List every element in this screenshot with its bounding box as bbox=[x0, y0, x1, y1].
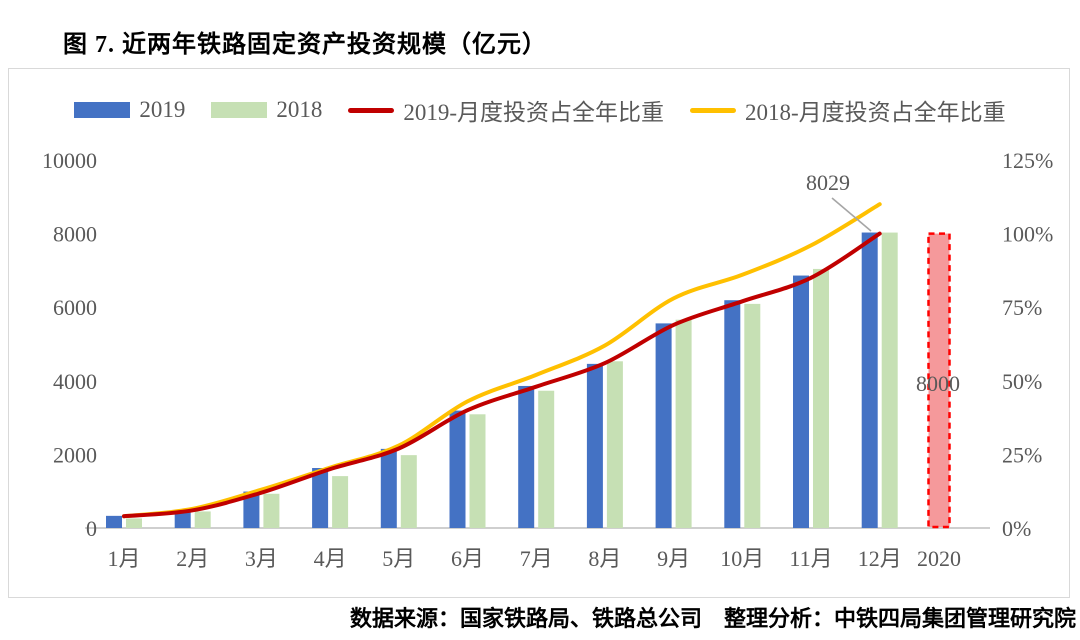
right-axis-tick: 0% bbox=[1002, 516, 1031, 541]
bar-2018-7月 bbox=[538, 390, 555, 528]
bar-2019-9月 bbox=[655, 323, 672, 528]
legend-item-2018-bars: 2018 bbox=[211, 97, 322, 123]
legend-line-2018-icon bbox=[690, 107, 736, 113]
bar-2019-11月 bbox=[793, 275, 809, 528]
left-axis-tick: 8000 bbox=[53, 222, 97, 247]
line-2018-share bbox=[122, 202, 882, 519]
bar-2018-10月 bbox=[744, 303, 761, 528]
left-axis-tick: 0 bbox=[86, 516, 97, 541]
x-tick-10月: 10月 bbox=[720, 546, 764, 571]
legend-label-2019: 2019 bbox=[139, 97, 186, 122]
chart-frame bbox=[8, 68, 1070, 598]
chart-title: 图 7. 近两年铁路固定资产投资规模（亿元） bbox=[63, 32, 547, 58]
bar-2019-7月 bbox=[518, 385, 535, 528]
bar-2020-target bbox=[927, 232, 951, 529]
left-axis-tick: 6000 bbox=[53, 295, 97, 320]
legend-swatch-2018-icon bbox=[211, 102, 268, 118]
legend-item-2018-line: 2018-月度投资占全年比重 bbox=[690, 93, 1006, 127]
legend-label-2018: 2018 bbox=[276, 97, 323, 122]
legend-item-2019-line: 2019-月度投资占全年比重 bbox=[348, 93, 664, 127]
bar-2019-4月 bbox=[312, 468, 329, 528]
bar-2018-3月 bbox=[263, 493, 280, 528]
bar-2019-3月 bbox=[243, 491, 260, 528]
legend-item-2019-bars: 2019 bbox=[74, 97, 185, 123]
target-2020-value-label: 8000 bbox=[916, 371, 960, 396]
bar-2018-2月 bbox=[194, 511, 211, 528]
left-axis-tick: 2000 bbox=[53, 442, 97, 467]
x-tick-11月: 11月 bbox=[789, 546, 832, 571]
bar-2018-6月 bbox=[469, 414, 486, 528]
x-tick-5月: 5月 bbox=[382, 546, 415, 571]
source-note: 数据来源：国家铁路局、铁路总公司 整理分析：中铁四局集团管理研究院 bbox=[349, 606, 1076, 631]
bar-2018-4月 bbox=[332, 476, 349, 528]
line-2019-share bbox=[122, 231, 882, 519]
legend-label-2018-share: 2018-月度投资占全年比重 bbox=[745, 100, 1006, 125]
bar-2019-1月 bbox=[106, 515, 122, 528]
x-tick-9月: 9月 bbox=[657, 546, 690, 571]
x-tick-2月: 2月 bbox=[176, 546, 209, 571]
right-axis-tick: 75% bbox=[1002, 295, 1042, 320]
left-axis-tick: 4000 bbox=[53, 369, 97, 394]
bar-2019-12月 bbox=[861, 232, 878, 528]
bar-2018-12月 bbox=[881, 232, 898, 529]
bar-2018-11月 bbox=[813, 268, 829, 528]
bar-2019-5月 bbox=[380, 448, 397, 528]
bar-2018-5月 bbox=[400, 455, 417, 528]
x-tick-7月: 7月 bbox=[520, 546, 553, 571]
x-tick-3月: 3月 bbox=[245, 546, 278, 571]
bar-2019-6月 bbox=[449, 410, 466, 528]
left-axis-tick: 10000 bbox=[42, 148, 97, 173]
x-tick-4月: 4月 bbox=[314, 546, 347, 571]
legend-swatch-2019-icon bbox=[74, 102, 131, 118]
x-tick-6月: 6月 bbox=[451, 546, 484, 571]
bar-2019-2月 bbox=[174, 510, 191, 528]
bar-2018-8月 bbox=[606, 361, 623, 528]
x-tick-1月: 1月 bbox=[107, 546, 140, 571]
right-axis-tick: 25% bbox=[1002, 442, 1042, 467]
x-tick-12月: 12月 bbox=[858, 546, 902, 571]
bar-2019-8月 bbox=[586, 363, 603, 528]
legend-line-2019-icon bbox=[348, 107, 395, 113]
callout-line bbox=[831, 197, 872, 232]
right-axis-tick: 125% bbox=[1002, 148, 1053, 173]
right-axis-tick: 100% bbox=[1002, 222, 1053, 247]
bar-2018-9月 bbox=[675, 319, 692, 528]
bar-2018-1月 bbox=[126, 518, 142, 528]
x-tick-8月: 8月 bbox=[588, 546, 621, 571]
legend: 2019 2018 2019-月度投资占全年比重 2018-月度投资占全年比重 bbox=[0, 93, 1080, 127]
bar-2019-10月 bbox=[724, 300, 741, 528]
x-tick-2020: 2020 bbox=[917, 546, 961, 571]
legend-label-2019-share: 2019-月度投资占全年比重 bbox=[403, 100, 664, 125]
right-axis-tick: 50% bbox=[1002, 369, 1042, 394]
peak-value-label: 8029 bbox=[806, 170, 850, 195]
